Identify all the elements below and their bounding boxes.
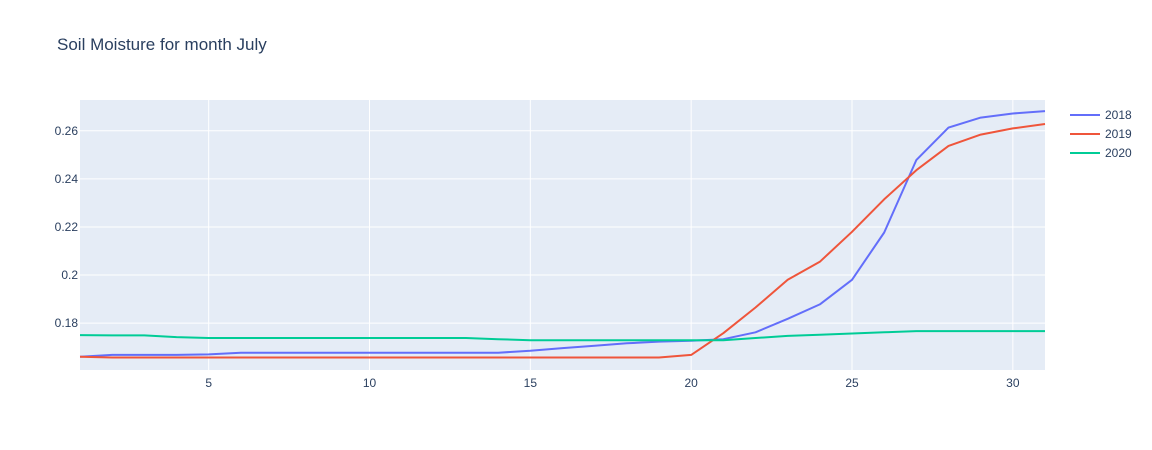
legend-item-2020[interactable]: 2020 [1070, 146, 1132, 160]
series-lines [79, 110, 1046, 359]
series-line-2018 [79, 110, 1046, 358]
legend-item-2019[interactable]: 2019 [1070, 127, 1132, 141]
y-tick-label: 0.24 [55, 172, 79, 186]
y-tick-label: 0.26 [55, 124, 79, 138]
legend-item-2018[interactable]: 2018 [1070, 108, 1132, 122]
series-line-2019 [79, 123, 1046, 359]
x-tick-label: 30 [1006, 376, 1020, 390]
grid-lines [80, 100, 1045, 370]
y-tick-label: 0.18 [55, 316, 79, 330]
x-tick-label: 15 [524, 376, 538, 390]
x-axis-ticks: 5 10 15 20 25 30 [205, 376, 1020, 390]
x-tick-label: 10 [363, 376, 377, 390]
x-tick-label: 5 [205, 376, 212, 390]
y-axis-ticks: 0.18 0.2 0.22 0.24 0.26 [55, 124, 79, 330]
plot-area [80, 100, 1045, 370]
legend-label: 2018 [1105, 108, 1132, 122]
x-tick-label: 25 [845, 376, 859, 390]
legend-label: 2020 [1105, 146, 1132, 160]
legend-label: 2019 [1105, 127, 1132, 141]
x-tick-label: 20 [684, 376, 698, 390]
series-line-2020 [79, 330, 1045, 342]
y-tick-label: 0.22 [55, 220, 79, 234]
y-tick-label: 0.2 [61, 268, 78, 282]
legend[interactable]: 2018 2019 2020 [1070, 108, 1132, 160]
chart-title: Soil Moisture for month July [57, 35, 267, 54]
